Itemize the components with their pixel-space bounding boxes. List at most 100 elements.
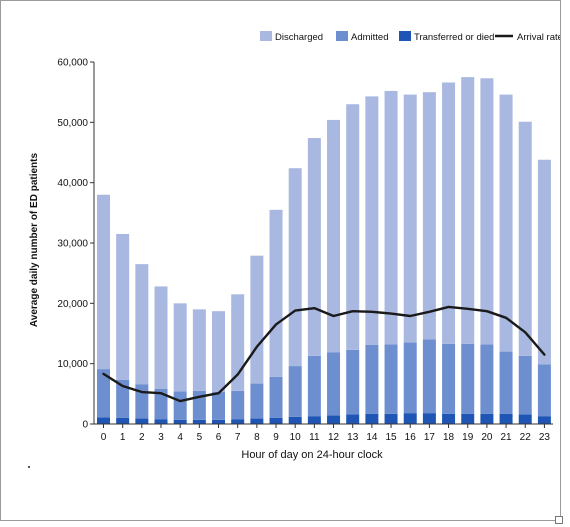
bar-discharged-14 [365,96,379,345]
bar-discharged-9 [269,209,283,377]
x-tick-label: 0 [101,432,107,443]
frame-left-border [0,0,1,520]
x-tick-label: 18 [443,432,455,443]
bar-discharged-1 [116,233,130,380]
bar-transferred-or-died-7 [231,419,245,424]
bar-discharged-0 [97,194,110,370]
legend: Discharged Admitted Transferred or died Arr… [260,31,560,43]
legend-swatch-transferred-or-died [399,31,411,41]
frame-bottom-border [0,520,560,521]
x-tick-label: 22 [520,432,532,443]
y-tick-label: 50,000 [57,118,88,129]
bar-admitted-10 [288,366,302,417]
bar-admitted-17 [422,339,436,414]
x-tick-label: 11 [309,432,320,443]
bar-admitted-21 [499,351,513,414]
bar-discharged-12 [327,119,341,353]
x-tick-label: 23 [539,432,551,443]
x-tick-label: 5 [197,432,203,443]
bar-transferred-or-died-11 [307,416,321,424]
bar-transferred-or-died-5 [192,419,206,424]
frame-right-border [560,0,561,520]
y-tick-label: 60,000 [57,58,88,69]
bar-discharged-23 [537,159,551,365]
arrival-rate-line [102,305,546,403]
bar-transferred-or-died-20 [480,413,494,424]
bar-discharged-4 [173,303,187,392]
bar-admitted-11 [307,355,321,417]
bar-transferred-or-died-15 [384,413,398,424]
bar-transferred-or-died-0 [97,417,110,424]
bar-transferred-or-died-19 [461,413,475,424]
bar-discharged-10 [288,168,302,367]
x-tick-label: 10 [290,432,302,443]
bar-discharged-3 [154,286,168,390]
bar-transferred-or-died-1 [116,417,130,424]
x-tick-label: 9 [273,432,279,443]
bar-admitted-15 [384,344,398,414]
bar-admitted-1 [116,379,130,418]
legend-label-admitted: Admitted [351,32,389,43]
bar-transferred-or-died-22 [518,414,532,424]
x-axis-label: Hour of day on 24-hour clock [241,449,383,461]
x-tick-label: 6 [216,432,222,443]
resize-handle[interactable] [555,516,563,524]
bar-transferred-or-died-23 [537,416,551,424]
bar-transferred-or-died-14 [365,413,379,424]
bar-transferred-or-died-3 [154,419,168,424]
legend-label-discharged: Discharged [275,32,323,43]
bar-discharged-18 [442,82,456,344]
bar-transferred-or-died-9 [269,417,283,424]
stray-dot [28,466,30,468]
bars-group [97,77,551,424]
bar-admitted-7 [231,390,245,420]
bar-admitted-3 [154,389,168,420]
y-tick-label: 0 [82,420,88,431]
bar-discharged-13 [346,104,360,350]
x-tick-label: 19 [462,432,474,443]
x-tick-label: 3 [158,432,164,443]
bar-discharged-15 [384,90,398,345]
x-tick-label: 7 [235,432,241,443]
x-tick-label: 14 [366,432,378,443]
bar-admitted-4 [173,391,187,420]
bar-transferred-or-died-21 [499,413,513,424]
bar-admitted-13 [346,349,360,415]
bar-discharged-19 [461,77,475,344]
bar-admitted-12 [327,352,341,416]
x-tick-label: 2 [139,432,145,443]
frame-top-border [0,0,560,1]
bar-discharged-11 [307,138,321,356]
bar-discharged-16 [403,94,417,343]
bar-transferred-or-died-12 [327,415,341,424]
bar-admitted-9 [269,376,283,418]
x-tick-label: 20 [481,432,493,443]
bar-discharged-21 [499,94,513,352]
x-tick-label: 13 [347,432,359,443]
bar-admitted-16 [403,342,417,414]
y-tick-label: 40,000 [57,178,88,189]
x-tick-label: 1 [120,432,126,443]
bar-transferred-or-died-6 [212,419,226,424]
x-tick-label: 8 [254,432,260,443]
x-tick-label: 17 [424,432,436,443]
y-tick-label: 10,000 [57,359,88,370]
x-tick-label: 16 [405,432,417,443]
bar-transferred-or-died-8 [250,418,264,424]
bar-transferred-or-died-16 [403,413,417,424]
bar-transferred-or-died-4 [173,419,187,424]
bar-admitted-14 [365,344,379,414]
bar-admitted-6 [212,392,226,420]
x-tick-label: 12 [328,432,340,443]
y-tick-label: 20,000 [57,299,88,310]
legend-label-arrival-rate: Arrival rate [517,32,560,43]
bar-discharged-17 [422,92,436,340]
bar-transferred-or-died-18 [442,413,456,424]
bar-discharged-2 [135,264,149,385]
x-tick-label: 4 [177,432,183,443]
bar-admitted-0 [97,369,110,418]
legend-swatch-admitted [336,31,348,41]
x-tick-label: 15 [385,432,397,443]
